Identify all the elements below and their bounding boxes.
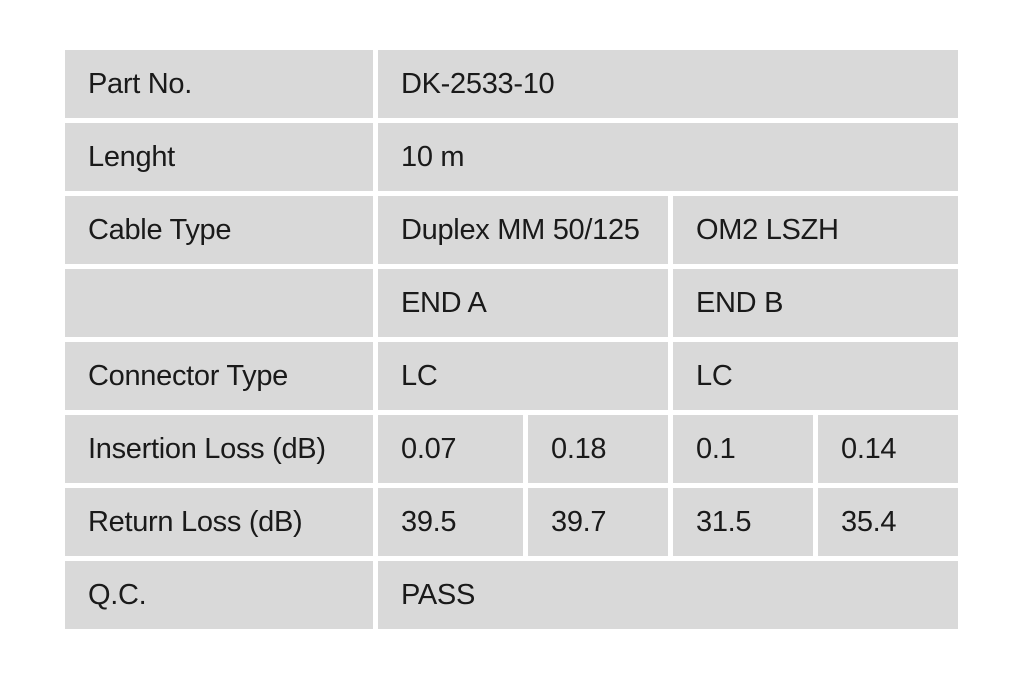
insertion-loss-b2: 0.14 xyxy=(818,415,958,483)
cable-type-value-b: OM2 LSZH xyxy=(673,196,958,264)
insertion-loss-label: Insertion Loss (dB) xyxy=(65,415,373,483)
end-header-spacer xyxy=(65,269,373,337)
cable-type-value-a: Duplex MM 50/125 xyxy=(378,196,668,264)
end-b-header: END B xyxy=(673,269,958,337)
insertion-loss-b1: 0.1 xyxy=(673,415,813,483)
return-loss-b2: 35.4 xyxy=(818,488,958,556)
connector-type-end-a: LC xyxy=(378,342,668,410)
return-loss-b1: 31.5 xyxy=(673,488,813,556)
qc-value: PASS xyxy=(378,561,958,629)
connector-type-end-b: LC xyxy=(673,342,958,410)
insertion-loss-a1: 0.07 xyxy=(378,415,523,483)
qc-label: Q.C. xyxy=(65,561,373,629)
return-loss-label: Return Loss (dB) xyxy=(65,488,373,556)
part-no-value: DK-2533-10 xyxy=(378,50,958,118)
cable-spec-table: Part No. DK-2533-10 Lenght 10 m Cable Ty… xyxy=(65,50,958,629)
return-loss-a1: 39.5 xyxy=(378,488,523,556)
connector-type-label: Connector Type xyxy=(65,342,373,410)
cable-type-label: Cable Type xyxy=(65,196,373,264)
return-loss-a2: 39.7 xyxy=(528,488,668,556)
length-label: Lenght xyxy=(65,123,373,191)
length-value: 10 m xyxy=(378,123,958,191)
insertion-loss-a2: 0.18 xyxy=(528,415,668,483)
end-a-header: END A xyxy=(378,269,668,337)
part-no-label: Part No. xyxy=(65,50,373,118)
